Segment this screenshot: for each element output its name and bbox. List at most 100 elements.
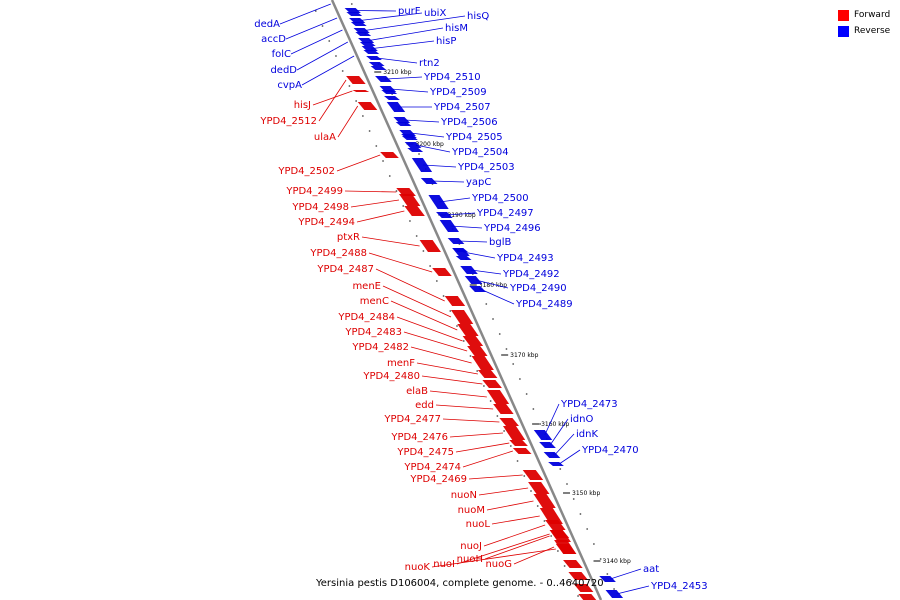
gene-nuoJ: [545, 520, 566, 530]
gene-unlabeled: [350, 22, 367, 26]
connector: [355, 10, 397, 12]
scale-dot: [485, 303, 488, 305]
scale-dot: [388, 175, 391, 177]
scale-dot: [556, 550, 559, 552]
gene-label: YPD4_2499: [285, 186, 343, 197]
gene-YPD4_2474: [512, 448, 532, 454]
gene-YPD4_2488: [432, 268, 452, 276]
connector: [364, 15, 466, 31]
gene-label: YPD4_2505: [445, 132, 503, 143]
gene-unlabeled: [401, 136, 418, 140]
gene-label: YPD4_2488: [309, 248, 367, 259]
gene-menC: [457, 324, 479, 336]
genome-backbone: [330, 0, 603, 600]
gene-unlabeled: [395, 122, 412, 126]
gene-label: YPD4_2487: [316, 264, 374, 275]
gene-label: YPD4_2494: [297, 217, 355, 228]
connector: [296, 41, 349, 71]
gene-label: nuoK: [405, 562, 431, 573]
connector: [360, 12, 423, 21]
connector: [285, 17, 338, 40]
scale-dot: [492, 318, 494, 320]
scale-label: 3160 kbp: [541, 421, 569, 428]
connector: [491, 515, 540, 525]
gene-label: YPD4_2492: [502, 269, 560, 280]
scale-dot: [577, 595, 579, 597]
label-connectors: [279, 3, 650, 595]
gene-unlabeled: [381, 90, 398, 94]
gene-label: dedD: [270, 65, 297, 76]
gene-YPD4_2480: [482, 380, 502, 388]
scale-dot: [341, 70, 344, 72]
gene-YPD4_2496: [439, 220, 460, 232]
gene-label: folC: [272, 49, 291, 60]
gene-nuoG: [554, 540, 577, 554]
scale-dot: [395, 190, 398, 192]
connector: [462, 450, 513, 468]
connector: [554, 433, 575, 456]
scale-dot: [328, 40, 331, 42]
gene-menF: [477, 370, 498, 378]
connector: [422, 164, 457, 168]
gene-label: nuoJ: [460, 541, 482, 552]
scale-dot: [375, 145, 378, 147]
gene-YPD4_2497: [436, 212, 453, 218]
gene-label: edd: [415, 400, 434, 411]
gene-unlabeled: [370, 66, 387, 70]
gene-label: YPD4_2509: [429, 87, 487, 98]
scale-dot: [523, 475, 526, 477]
gene-idnK: [543, 452, 561, 458]
gene-YPD4_2512: [346, 76, 366, 84]
scale-dot: [532, 408, 535, 410]
legend: Forward Reverse: [838, 8, 890, 40]
scale-dot: [355, 100, 358, 102]
gene-ubiX: [349, 18, 366, 23]
gene-YPD4_2504: [404, 142, 422, 148]
connector: [368, 252, 433, 273]
connector: [377, 57, 418, 64]
gene-YPD4_2482: [471, 356, 494, 370]
gene-ulaA: [357, 102, 378, 110]
connector: [463, 251, 496, 259]
scale-dot: [456, 325, 458, 327]
connector: [410, 132, 445, 138]
scale-dot: [519, 378, 521, 380]
scale-dot: [422, 250, 425, 252]
connector: [471, 269, 502, 275]
gene-YPD4_2506: [393, 117, 411, 123]
reverse-swatch: [838, 26, 849, 37]
scale-dot: [469, 355, 472, 357]
gene-label: elaB: [406, 386, 428, 397]
scale-dot: [505, 348, 508, 350]
connector: [455, 442, 510, 453]
connector: [290, 29, 343, 55]
gene-YPD4_2503: [411, 158, 433, 172]
connector: [450, 225, 483, 229]
gene-label: YPD4_2484: [337, 312, 395, 323]
gene-label: YPD4_2496: [483, 223, 541, 234]
gene-label: YPD4_2506: [440, 117, 498, 128]
scale-dot: [476, 370, 479, 372]
gene-label: menF: [387, 358, 415, 369]
gene-YPD4_2498: [398, 194, 421, 206]
connector: [475, 279, 509, 289]
gene-label: dedA: [254, 19, 280, 30]
gene-YPD4_2492: [460, 266, 478, 274]
gene-nuoI: [549, 530, 570, 538]
gene-hisP: [361, 46, 378, 51]
gene-label: bglB: [489, 237, 511, 248]
scale-dot: [606, 573, 609, 575]
connector: [484, 535, 550, 560]
scale-dot: [418, 153, 420, 155]
gene-YPD4_2502: [380, 152, 399, 158]
scale-label: 3150 kbp: [572, 490, 600, 497]
scale-dot: [442, 295, 445, 297]
gene-nuoN: [528, 482, 550, 494]
gene-unlabeled: [355, 32, 372, 36]
gene-label: YPD4_2476: [390, 432, 448, 443]
connector: [480, 288, 515, 305]
connector: [435, 404, 494, 410]
gene-label: rtn2: [419, 58, 440, 69]
connector: [616, 585, 650, 595]
